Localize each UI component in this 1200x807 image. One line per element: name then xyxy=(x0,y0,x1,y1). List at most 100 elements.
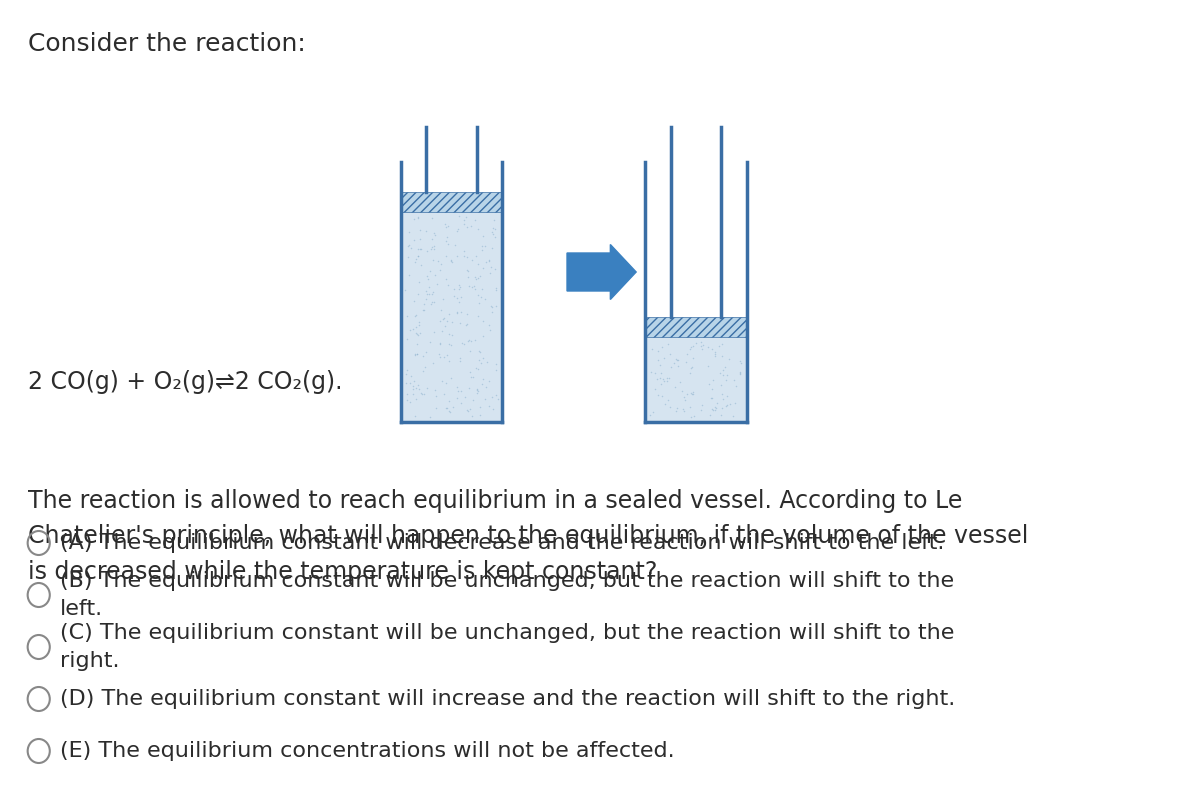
Point xyxy=(456,391,475,404)
Point xyxy=(403,380,422,393)
Point xyxy=(468,288,487,301)
Point xyxy=(434,350,454,363)
Point xyxy=(684,410,703,423)
Point xyxy=(486,358,505,370)
Point xyxy=(716,399,736,412)
Point xyxy=(473,261,492,274)
Point xyxy=(683,361,702,374)
Point xyxy=(448,291,467,304)
Point xyxy=(700,408,719,421)
Point xyxy=(462,281,481,294)
Point xyxy=(640,408,659,421)
Point xyxy=(692,343,712,356)
Point xyxy=(402,370,421,383)
Point xyxy=(475,392,494,405)
Point xyxy=(659,394,678,407)
Point xyxy=(682,386,701,399)
Point xyxy=(682,340,701,353)
Point xyxy=(439,307,458,320)
Point xyxy=(397,310,416,323)
Point xyxy=(665,381,684,394)
Point xyxy=(479,254,498,267)
Text: Consider the reaction:: Consider the reaction: xyxy=(28,32,306,56)
Point xyxy=(455,338,474,351)
Point xyxy=(476,256,496,269)
Point xyxy=(484,228,503,240)
Point xyxy=(644,383,664,395)
Point xyxy=(444,289,463,302)
Point xyxy=(403,322,422,335)
Text: (C) The equilibrium constant will be unchanged, but the reaction will shift to t: (C) The equilibrium constant will be unc… xyxy=(60,623,954,671)
Point xyxy=(707,402,726,415)
Point xyxy=(642,343,661,356)
Point xyxy=(463,409,482,422)
Point xyxy=(448,380,467,393)
Point xyxy=(479,374,498,387)
Point xyxy=(713,349,732,362)
Point xyxy=(440,255,460,268)
Point xyxy=(431,257,450,270)
Point xyxy=(470,345,490,358)
Point xyxy=(700,378,719,391)
Point xyxy=(407,382,426,395)
Point xyxy=(718,390,737,403)
Point xyxy=(480,400,499,413)
Point xyxy=(409,329,428,342)
Point xyxy=(415,361,434,374)
Point xyxy=(401,241,420,254)
Point xyxy=(668,401,688,414)
Point xyxy=(436,377,455,390)
Point xyxy=(434,312,454,324)
Point xyxy=(418,245,437,257)
Point xyxy=(406,321,425,334)
Point xyxy=(416,284,436,297)
Point xyxy=(678,387,697,400)
Point xyxy=(416,293,436,306)
Point xyxy=(666,404,685,417)
Point xyxy=(713,393,732,406)
Point xyxy=(428,254,448,267)
Point xyxy=(400,226,419,239)
Point xyxy=(684,340,703,353)
Point xyxy=(449,279,468,292)
Point xyxy=(458,265,478,278)
Point xyxy=(418,382,437,395)
Point xyxy=(451,384,470,397)
Point xyxy=(404,295,424,307)
Point xyxy=(420,264,439,277)
Point xyxy=(457,308,476,321)
FancyArrow shape xyxy=(568,245,636,299)
Point xyxy=(430,336,449,349)
Point xyxy=(460,280,479,293)
Point xyxy=(472,282,491,295)
Point xyxy=(648,345,667,358)
Point xyxy=(486,300,505,313)
Point xyxy=(702,342,721,355)
Point xyxy=(481,261,500,274)
Point xyxy=(438,220,457,232)
Point xyxy=(674,405,694,418)
Point xyxy=(412,387,431,399)
Point xyxy=(398,240,418,253)
Point xyxy=(409,318,428,331)
Point xyxy=(466,333,485,346)
Point xyxy=(731,356,750,369)
Point xyxy=(452,291,472,303)
Point xyxy=(725,396,744,409)
Point xyxy=(438,402,457,415)
Point xyxy=(397,387,416,400)
Point xyxy=(480,266,499,279)
Point xyxy=(408,249,427,262)
Point xyxy=(443,316,462,328)
Point xyxy=(692,399,712,412)
Point xyxy=(401,395,420,408)
Point xyxy=(419,273,438,286)
Point xyxy=(444,283,463,296)
Point xyxy=(458,404,478,417)
Point xyxy=(698,341,718,353)
Point xyxy=(406,310,425,323)
Point xyxy=(461,366,480,378)
Point xyxy=(468,223,487,236)
Point xyxy=(470,400,490,413)
Point xyxy=(426,389,445,402)
